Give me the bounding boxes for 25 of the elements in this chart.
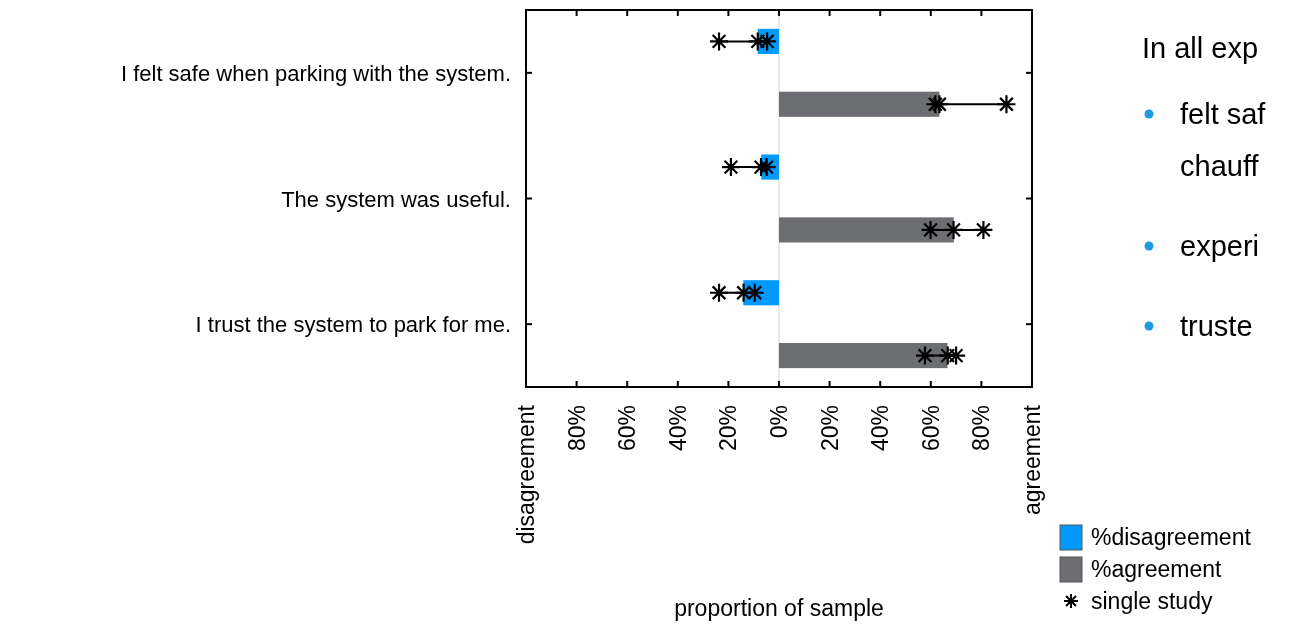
text: felt saf chauff (1180, 98, 1267, 182)
legend-label: %agreement (1091, 556, 1223, 582)
text: In all exp (1142, 32, 1259, 64)
bar (779, 343, 948, 369)
x-tick-label: 20% (816, 405, 843, 452)
x-tick-label: 40% (867, 405, 894, 452)
x-tick-label: 80% (563, 405, 590, 452)
legend-label: single study (1091, 588, 1213, 614)
x-tick-label: disagreement (513, 404, 539, 545)
x-tick-label: agreement (1019, 404, 1045, 515)
x-tick-label: 60% (614, 405, 641, 452)
y-tick-label: I felt safe when parking with the system. (120, 60, 511, 86)
text: truste (1180, 310, 1253, 342)
x-tick-label: 40% (664, 405, 691, 452)
x-axis-title: proportion of sample (674, 595, 884, 621)
bar (779, 91, 940, 117)
text: experi (1180, 230, 1259, 262)
x-tick-label: 0% (766, 405, 792, 439)
x-tick-label: 20% (715, 405, 742, 452)
y-tick-label: The system was useful. (281, 186, 511, 212)
x-tick-label: 80% (968, 405, 995, 452)
x-tick-label: 60% (917, 405, 944, 452)
y-tick-label: I trust the system to park for me. (195, 312, 511, 338)
bar (779, 217, 954, 243)
legend-label: %disagreement (1091, 524, 1252, 550)
